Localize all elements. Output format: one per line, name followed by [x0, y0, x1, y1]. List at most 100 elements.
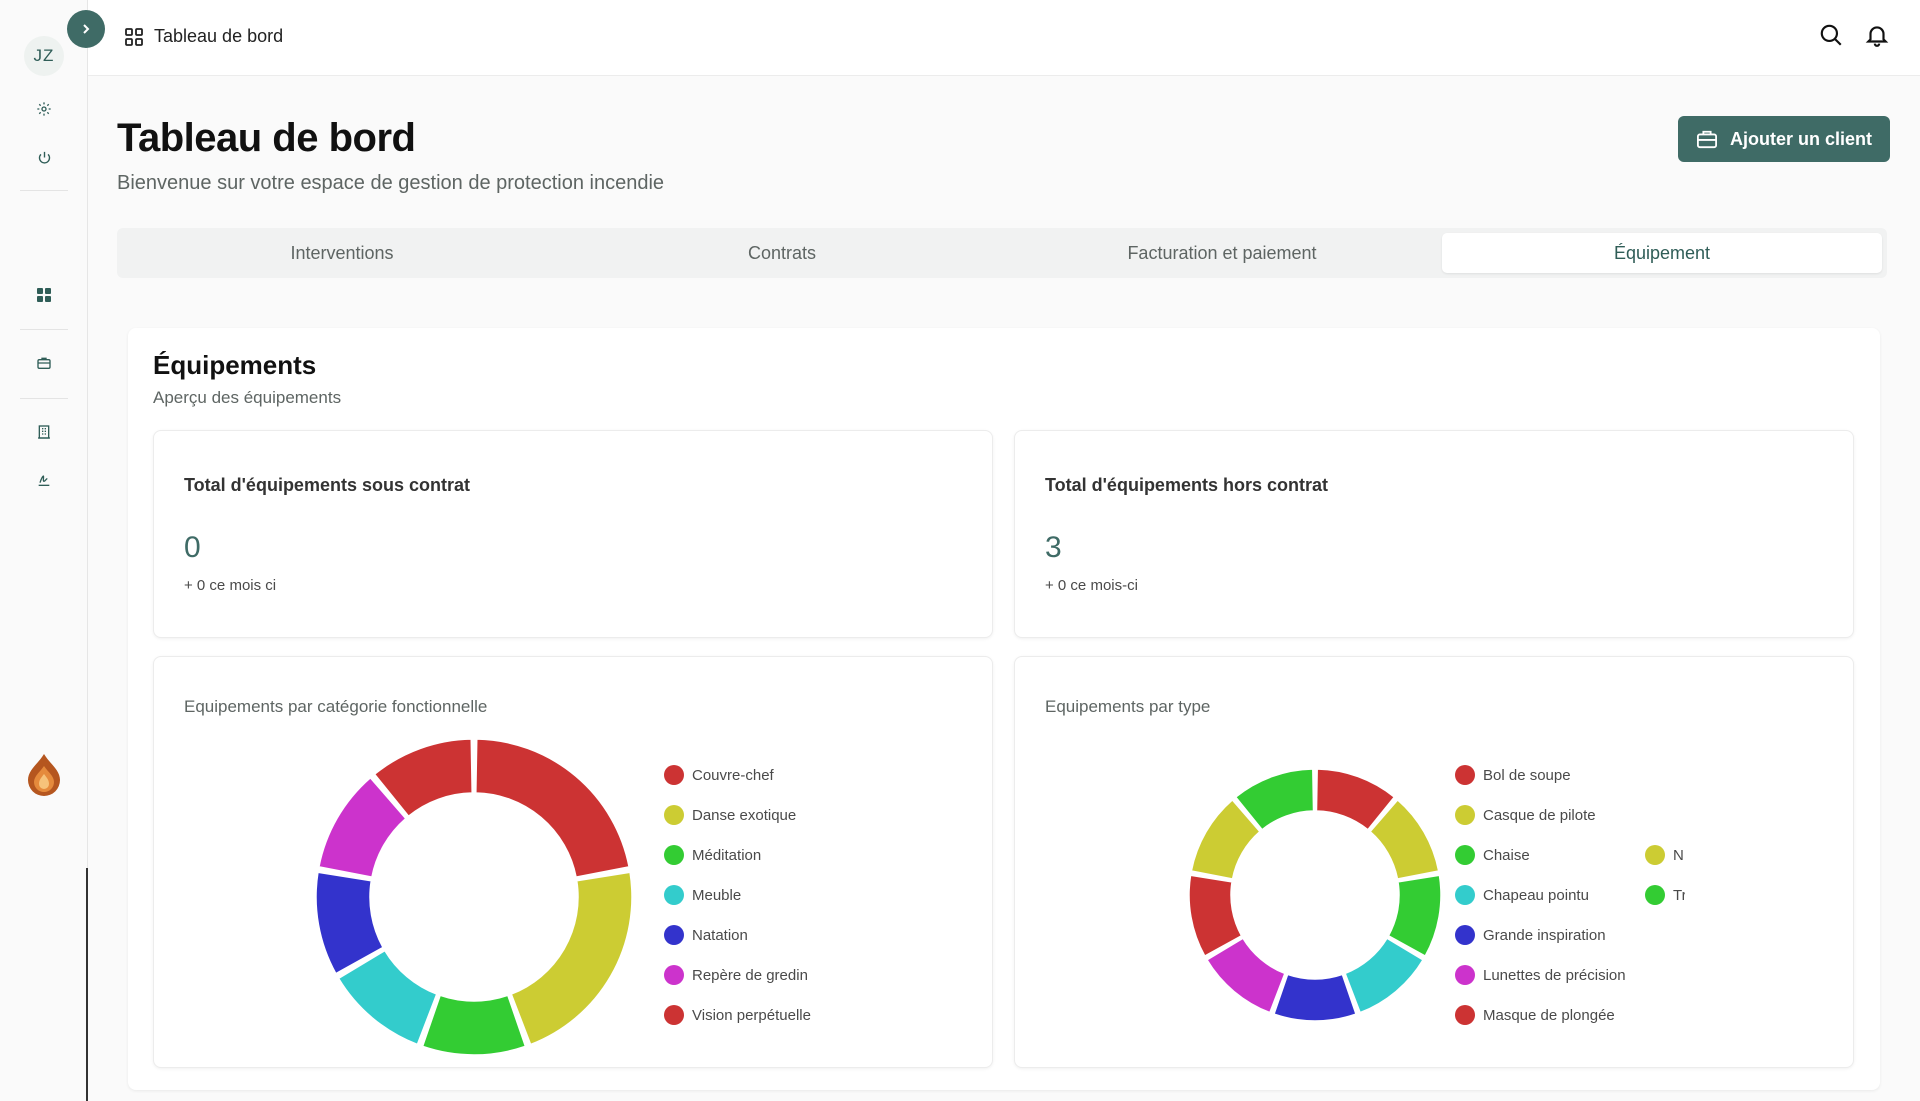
sidebar-edge [86, 868, 88, 1101]
stat-delta: + 0 ce mois-ci [1045, 577, 1138, 594]
stat-card-under-contract: Total d'équipements sous contrat 0 + 0 c… [153, 430, 993, 638]
breadcrumb[interactable]: Tableau de bord [124, 26, 283, 47]
legend-item[interactable]: Chaise [1455, 835, 1626, 875]
donut-slice[interactable] [1387, 874, 1442, 957]
legend-swatch [664, 885, 684, 905]
legend-label: Bol de soupe [1483, 766, 1571, 784]
add-client-button[interactable]: Ajouter un client [1678, 116, 1890, 162]
legend-swatch [1645, 885, 1665, 905]
legend-item[interactable]: Tr [1645, 875, 1685, 915]
donut-slice[interactable] [1188, 874, 1243, 957]
sidebar-toggle-button[interactable] [67, 10, 105, 48]
legend-item[interactable]: Masque de plongée [1455, 995, 1626, 1035]
stat-label: Total d'équipements hors contrat [1045, 475, 1328, 495]
donut-slice[interactable] [475, 738, 630, 878]
legend-item[interactable]: Bol de soupe [1455, 755, 1626, 795]
donut-slice[interactable] [1234, 768, 1315, 831]
search-icon[interactable] [1818, 22, 1844, 48]
tab-facturation[interactable]: Facturation et paiement [1127, 242, 1317, 263]
legend-swatch [1455, 765, 1475, 785]
legend-item[interactable]: Casque de pilote [1455, 795, 1626, 835]
building-icon[interactable] [34, 422, 54, 442]
stat-card-off-contract: Total d'équipements hors contrat 3 + 0 c… [1014, 430, 1854, 638]
legend-label: Lunettes de précision [1483, 966, 1626, 984]
chart-legend-overflow: N Tr [1645, 835, 1685, 915]
top-bar: Tableau de bord [88, 0, 1920, 76]
panel-title: Équipements [153, 350, 317, 380]
legend-item[interactable]: N [1645, 835, 1685, 875]
legend-label: Casque de pilote [1483, 806, 1596, 824]
donut-slice[interactable] [1206, 937, 1286, 1014]
legend-label: Natation [692, 926, 748, 944]
legend-swatch [664, 965, 684, 985]
legend-label: Couvre-chef [692, 766, 774, 784]
legend-label: Grande inspiration [1483, 926, 1606, 944]
donut-slice[interactable] [373, 738, 473, 817]
chart-legend: Bol de soupe Casque de pilote Chaise Chapea… [1455, 755, 1626, 1035]
tab-bar: Interventions Contrats Facturation et pa… [117, 228, 1887, 278]
sidebar-divider [20, 190, 68, 191]
legend-label: Masque de plongée [1483, 1006, 1615, 1024]
legend-swatch [664, 805, 684, 825]
bell-icon[interactable] [1864, 22, 1890, 48]
legend-swatch [1455, 845, 1475, 865]
legend-swatch [664, 925, 684, 945]
brand-logo [24, 752, 64, 796]
page-subtitle: Bienvenue sur votre espace de gestion de… [117, 172, 665, 194]
donut-slice[interactable] [318, 777, 407, 878]
legend-item[interactable]: Couvre-chef [664, 755, 811, 795]
chart-legend: Couvre-chef Danse exotique Méditation Meubl… [664, 755, 811, 1035]
legend-label: N [1673, 846, 1684, 864]
power-icon[interactable] [34, 147, 54, 167]
donut-slice[interactable] [1273, 973, 1357, 1022]
legend-item[interactable]: Vision perpétuelle [664, 995, 811, 1035]
donut-slice[interactable] [1315, 768, 1396, 831]
legend-swatch [664, 765, 684, 785]
sidebar: JZ [0, 0, 88, 1101]
briefcase-icon[interactable] [34, 353, 54, 373]
legend-item[interactable]: Natation [664, 915, 811, 955]
settings-icon[interactable] [34, 99, 54, 119]
legend-label: Meuble [692, 886, 742, 904]
donut-slice[interactable] [1369, 799, 1440, 880]
chart-title: Equipements par catégorie fonctionnelle [184, 697, 488, 716]
legend-item[interactable]: Meuble [664, 875, 811, 915]
signature-icon[interactable] [34, 470, 54, 490]
donut-slice[interactable] [315, 871, 384, 975]
stat-delta: + 0 ce mois ci [184, 577, 277, 594]
donut-slice[interactable] [1344, 937, 1424, 1014]
legend-item[interactable]: Repère de gredin [664, 955, 811, 995]
legend-label: Chaise [1483, 846, 1530, 864]
dashboard-icon[interactable] [34, 285, 54, 305]
equipment-panel: Équipements Aperçu des équipements Total… [128, 328, 1880, 1090]
legend-label: Vision perpétuelle [692, 1006, 811, 1024]
legend-swatch [1455, 1005, 1475, 1025]
donut-slice[interactable] [337, 949, 438, 1046]
legend-item[interactable]: Chapeau pointu [1455, 875, 1626, 915]
legend-item[interactable]: Méditation [664, 835, 811, 875]
stat-value: 3 [1045, 531, 1062, 564]
legend-item[interactable]: Danse exotique [664, 795, 811, 835]
breadcrumb-label: Tableau de bord [154, 26, 284, 46]
donut-slice[interactable] [1190, 799, 1261, 880]
tab-contrats[interactable]: Contrats [747, 242, 817, 263]
avatar[interactable]: JZ [24, 36, 64, 76]
page-title: Tableau de bord [117, 116, 416, 160]
chart-card-type: Equipements par type Bol de soupe Casque … [1014, 656, 1854, 1068]
sidebar-divider [20, 329, 68, 330]
donut-slice[interactable] [421, 994, 527, 1056]
tab-interventions[interactable]: Interventions [290, 242, 394, 263]
stat-value: 0 [184, 531, 201, 564]
legend-item[interactable]: Lunettes de précision [1455, 955, 1626, 995]
legend-swatch [1455, 805, 1475, 825]
legend-label: Méditation [692, 846, 762, 864]
legend-item[interactable]: Grande inspiration [1455, 915, 1626, 955]
chevron-right-icon [83, 24, 90, 34]
sidebar-divider [20, 398, 68, 399]
legend-swatch [1455, 885, 1475, 905]
chart-title: Equipements par type [1045, 697, 1211, 716]
donut-slice[interactable] [510, 871, 633, 1046]
legend-label: Tr [1673, 886, 1685, 904]
tab-equipement[interactable]: Équipement [1442, 233, 1882, 273]
add-client-label: Ajouter un client [1729, 128, 1872, 149]
